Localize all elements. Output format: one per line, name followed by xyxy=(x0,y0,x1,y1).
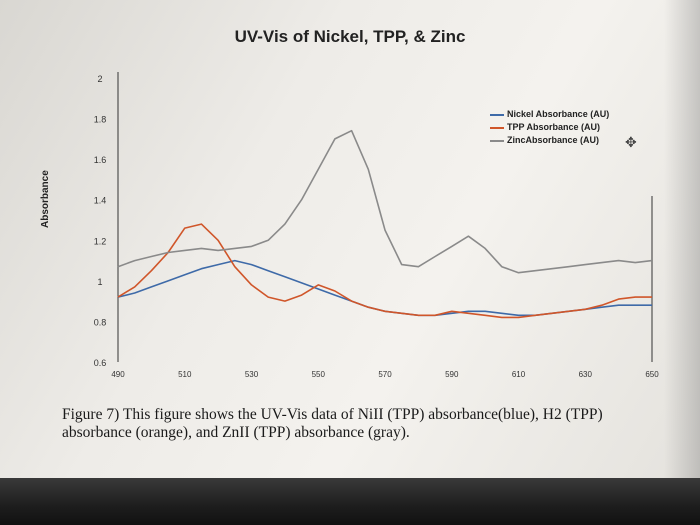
legend-swatch-zinc xyxy=(490,139,504,142)
legend-swatch-nickel xyxy=(490,113,504,116)
y-tick-label: 1.2 xyxy=(94,236,107,246)
y-tick-label: 1.4 xyxy=(94,196,107,206)
legend-label-zinc: ZincAbsorbance (AU) xyxy=(507,135,600,145)
legend-item-tpp: TPP Absorbance (AU) xyxy=(490,121,609,134)
x-tick-label: 550 xyxy=(312,370,326,379)
legend-item-zinc: ZincAbsorbance (AU) xyxy=(490,134,609,147)
y-tick-label: 2 xyxy=(97,74,102,84)
y-tick-label: 1 xyxy=(97,277,102,287)
x-tick-label: 510 xyxy=(178,370,192,379)
chart-legend: Nickel Absorbance (AU) TPP Absorbance (A… xyxy=(490,108,609,147)
figure-caption: Figure 7) This figure shows the UV-Vis d… xyxy=(62,406,603,441)
x-tick-label: 570 xyxy=(378,370,392,379)
y-tick-label: 0.6 xyxy=(94,358,107,368)
series-line-2 xyxy=(117,129,653,274)
screen-edge xyxy=(664,0,700,480)
chart-title: UV-Vis of Nickel, TPP, & Zinc xyxy=(234,27,466,46)
legend-label-tpp: TPP Absorbance (AU) xyxy=(507,122,601,132)
x-tick-label: 590 xyxy=(445,370,459,379)
series-line-0 xyxy=(117,259,652,317)
y-tick-label: 1.8 xyxy=(94,115,107,125)
monitor-bezel xyxy=(0,478,700,525)
x-tick-label: 630 xyxy=(579,370,593,379)
legend-label-nickel: Nickel Absorbance (AU) xyxy=(507,109,610,119)
y-tick-label: 1.6 xyxy=(94,155,107,165)
x-tick-label: 490 xyxy=(111,370,125,379)
move-icon[interactable]: ✥ xyxy=(625,134,637,150)
legend-item-nickel: Nickel Absorbance (AU) xyxy=(490,108,609,121)
series-line-1 xyxy=(117,223,652,319)
legend-swatch-tpp xyxy=(490,126,504,129)
y-tick-label: 0.8 xyxy=(94,317,107,327)
x-tick-label: 650 xyxy=(645,370,659,379)
x-tick-label: 530 xyxy=(245,370,259,379)
x-tick-label: 610 xyxy=(512,370,526,379)
